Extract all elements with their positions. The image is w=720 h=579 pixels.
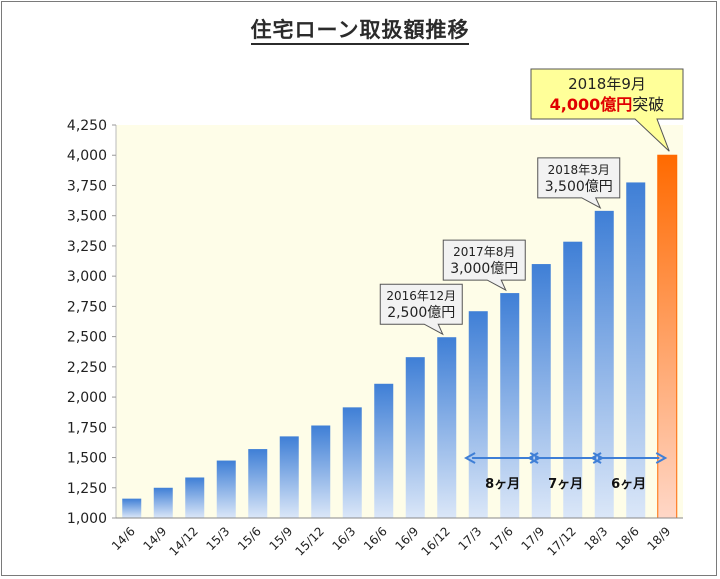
- bar: [122, 498, 142, 518]
- bar-highlight: [657, 154, 678, 519]
- final-callout-box: [530, 68, 684, 152]
- bar: [594, 210, 614, 518]
- callout-amount: 3,000億円: [450, 261, 518, 277]
- final-callout-amount: 4,000億円突破: [550, 95, 665, 114]
- y-tick-label: 4,250: [67, 118, 107, 134]
- callout-date: 2016年12月: [386, 289, 456, 303]
- x-tick-label: 15/12: [293, 524, 327, 558]
- x-tick-label: 17/9: [518, 524, 547, 553]
- x-tick-label: 14/6: [109, 524, 138, 553]
- y-axis: 1,000 1,250 1,500 1,750 2,000 2,250 2,500 2,750…: [67, 118, 117, 527]
- final-callout-date: 2018年9月: [568, 75, 646, 93]
- x-tick-label: 16/9: [392, 524, 421, 553]
- y-tick-label: 3,500: [67, 209, 107, 225]
- x-axis: 14/6 14/914/12 15/3 15/6 15/915/12 16/3 16/6 16…: [109, 517, 683, 559]
- period-arrow-head-left: [590, 452, 602, 464]
- bar: [405, 357, 425, 518]
- callout-amount: 3,500億円: [545, 179, 613, 195]
- x-tick-label: 18/6: [613, 524, 642, 553]
- x-tick-label: 15/6: [235, 524, 264, 553]
- y-tick-label: 3,000: [67, 269, 107, 285]
- x-tick-label: 18/9: [644, 524, 673, 553]
- bar: [248, 449, 268, 518]
- period-arrow-head-left: [527, 452, 539, 464]
- final-callout-amount-red: 4,000億円: [550, 95, 633, 114]
- x-tick-label: 16/12: [419, 524, 453, 558]
- bar: [563, 241, 583, 518]
- x-tick-label: 16/3: [329, 524, 358, 553]
- period-arrow-head-right: [655, 452, 668, 464]
- y-tick-label: 3,750: [67, 178, 107, 194]
- period-label: 7ヶ月: [548, 477, 583, 492]
- x-tick-label: 17/3: [455, 524, 484, 553]
- y-tick-label: 1,000: [67, 511, 107, 527]
- period-arrows: 8ヶ月 7ヶ月 6ヶ月: [464, 452, 668, 492]
- x-tick-label: 15/3: [203, 524, 232, 553]
- y-tick-label: 2,500: [67, 330, 107, 346]
- bar: [500, 293, 520, 518]
- y-tick-label: 4,000: [67, 148, 107, 164]
- bar: [185, 477, 205, 518]
- x-tick-label: 16/6: [361, 524, 390, 553]
- final-callout-suffix: 突破: [632, 95, 664, 114]
- callout-date: 2017年8月: [453, 245, 515, 259]
- period-label: 8ヶ月: [485, 477, 520, 492]
- y-tick-label: 1,250: [67, 481, 107, 497]
- period-arrow-head-left: [464, 452, 476, 464]
- bar: [216, 460, 236, 518]
- callout-box: [537, 157, 621, 209]
- x-tick-label: 17/12: [545, 524, 579, 558]
- x-tick-label: 14/12: [167, 524, 201, 558]
- chart-title: 住宅ローン取扱額推移: [0, 14, 720, 45]
- x-tick-label: 18/3: [581, 524, 610, 553]
- bar: [374, 383, 394, 518]
- bar: [468, 311, 488, 518]
- y-tick-label: 2,750: [67, 299, 107, 315]
- bar: [153, 487, 173, 518]
- period-label: 6ヶ月: [611, 477, 646, 492]
- y-tick-label: 2,000: [67, 390, 107, 406]
- callout-date: 2018年3月: [548, 163, 610, 177]
- x-tick-label: 14/9: [140, 524, 169, 553]
- y-tick-label: 1,500: [67, 451, 107, 467]
- y-tick-label: 2,250: [67, 360, 107, 376]
- x-tick-label: 17/6: [487, 524, 516, 553]
- bar: [626, 182, 646, 518]
- bar: [437, 337, 457, 518]
- callouts: 2016年12月 2,500億円 2017年8月 3,000億円 2018年3月 3,50…: [379, 68, 684, 336]
- callout-box: [442, 239, 526, 292]
- x-tick-label: 15/9: [266, 524, 295, 553]
- bar: [342, 407, 362, 518]
- callout-amount: 2,500億円: [387, 305, 455, 321]
- y-tick-label: 3,250: [67, 239, 107, 255]
- bar: [311, 425, 331, 518]
- callout-box: [379, 283, 463, 336]
- bars: [122, 154, 678, 519]
- y-tick-label: 1,750: [67, 420, 107, 436]
- bar: [279, 436, 299, 518]
